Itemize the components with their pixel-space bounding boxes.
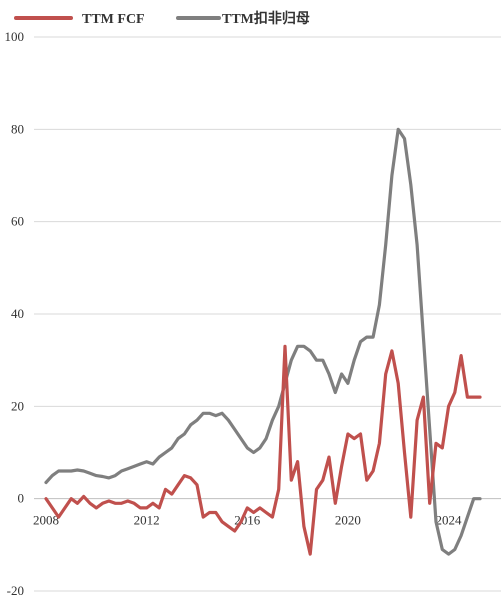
y-tick-label: 100 <box>5 29 25 44</box>
legend-label: TTM FCF <box>82 12 145 27</box>
y-tick-label: 80 <box>11 121 24 136</box>
y-tick-label: 20 <box>11 398 24 413</box>
x-tick-label: 2008 <box>33 513 59 528</box>
y-tick-label: 60 <box>11 214 24 229</box>
legend-label: TTM扣非归母 <box>222 10 310 27</box>
legend: TTM FCF TTM扣非归母 <box>16 10 310 27</box>
x-tick-label: 2024 <box>436 513 463 528</box>
y-tick-label: -20 <box>7 583 24 598</box>
y-tick-label: 40 <box>11 306 24 321</box>
y-tick-label: 0 <box>18 491 25 506</box>
series-line-ttm-net-profit <box>46 129 480 554</box>
x-tick-label: 2020 <box>335 513 361 528</box>
x-tick-label: 2012 <box>134 513 160 528</box>
gridlines <box>34 37 501 591</box>
series-line-ttm-fcf <box>46 346 480 554</box>
series-lines <box>46 129 480 554</box>
